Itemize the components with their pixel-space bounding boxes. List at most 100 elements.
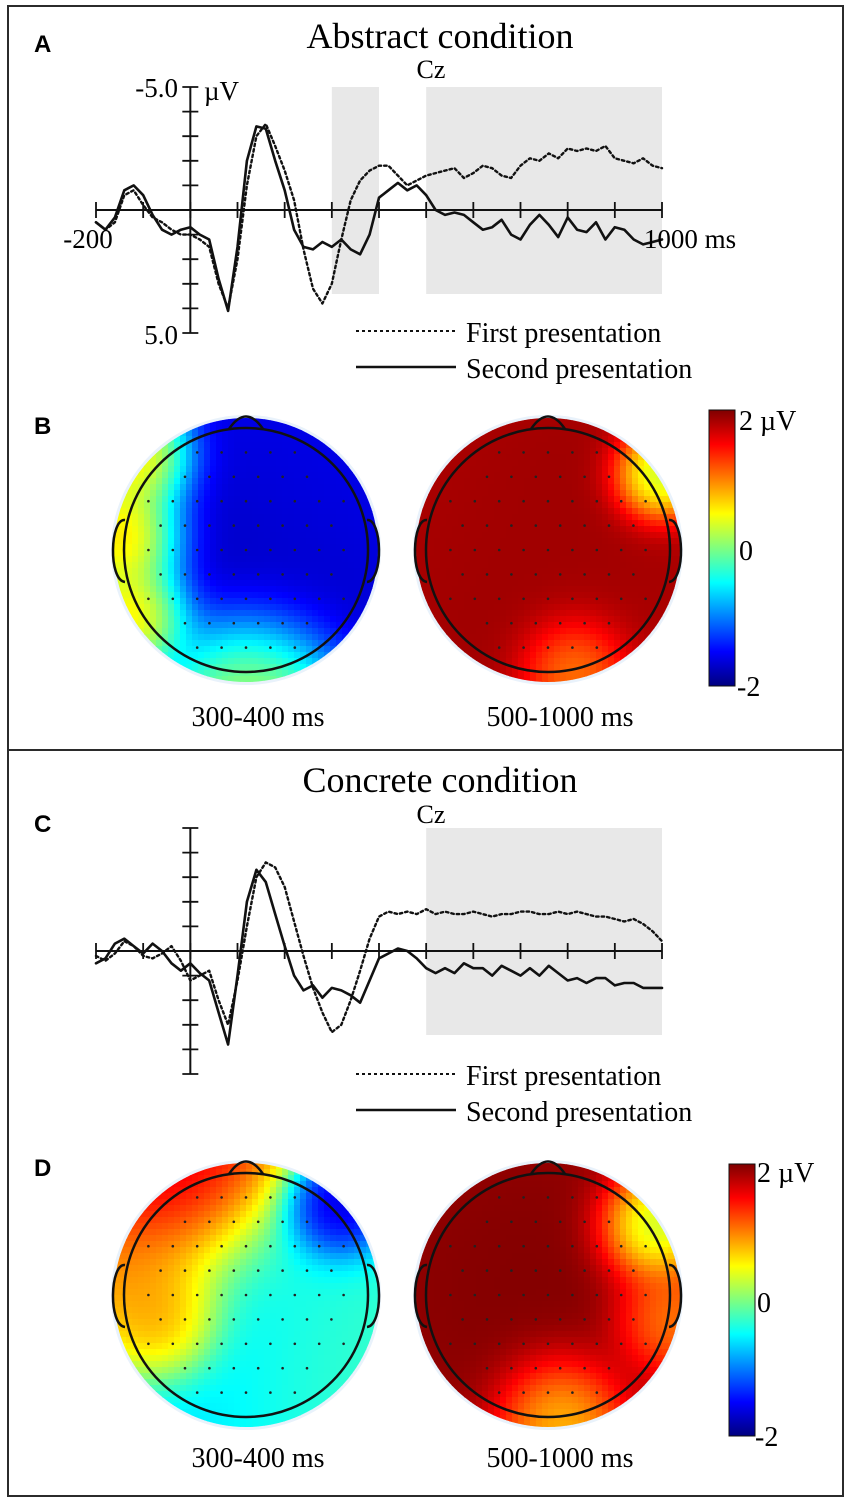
- topo-cell: [210, 1235, 217, 1242]
- topo-cell: [348, 1265, 355, 1272]
- topo-cell: [324, 622, 331, 629]
- topo-cell: [518, 556, 525, 563]
- topo-cell: [632, 592, 639, 599]
- topo-cell: [518, 436, 525, 443]
- topo-cell: [192, 1343, 199, 1350]
- topo-cell: [578, 640, 585, 647]
- topo-cell: [500, 448, 507, 455]
- topo-cell: [300, 1253, 307, 1260]
- topo-cell: [470, 472, 477, 479]
- topo-cell: [360, 502, 367, 509]
- topo-cell: [294, 508, 301, 515]
- topo-cell: [138, 1271, 145, 1278]
- topo-cell: [132, 556, 139, 563]
- topo-cell: [312, 484, 319, 491]
- electrode-dot: [183, 524, 187, 527]
- topo-cell: [294, 1283, 301, 1290]
- topo-cell: [216, 550, 223, 557]
- topo-cell: [240, 1259, 247, 1266]
- topo-cell: [656, 568, 663, 575]
- topo-cell: [240, 1181, 247, 1188]
- topo-cell: [132, 1253, 139, 1260]
- topo-cell: [240, 1253, 247, 1260]
- topo-cell: [348, 562, 355, 569]
- topo-cell: [180, 466, 187, 473]
- topo-cell: [494, 544, 501, 551]
- topo-cell: [360, 568, 367, 575]
- topo-cell: [240, 514, 247, 521]
- topo-cell: [264, 1259, 271, 1266]
- topo-cell: [294, 448, 301, 455]
- topo-cell: [542, 592, 549, 599]
- topo-cell: [216, 1241, 223, 1248]
- topo-cell: [372, 1289, 378, 1296]
- topo-cell: [132, 478, 139, 485]
- topo-cell: [458, 454, 465, 461]
- topo-cell: [596, 610, 603, 617]
- topo-cell: [306, 610, 313, 617]
- topo-cell: [216, 1313, 223, 1320]
- topo-cell: [620, 484, 627, 491]
- topo-cell: [324, 1217, 331, 1224]
- topo-cell: [150, 568, 157, 575]
- topo-cell: [488, 580, 495, 587]
- topo-cell: [120, 1259, 127, 1266]
- topo-cell: [156, 520, 163, 527]
- topo-cell: [324, 514, 331, 521]
- topo-cell: [530, 526, 537, 533]
- topo-cell: [530, 442, 537, 449]
- topo-cell: [656, 538, 663, 545]
- topo-cell: [590, 514, 597, 521]
- topo-cell: [246, 1193, 253, 1200]
- topo-cell: [620, 466, 627, 473]
- topo-cell: [590, 454, 597, 461]
- topo-cell: [264, 562, 271, 569]
- topo-cell: [288, 514, 295, 521]
- topo-cell: [584, 424, 591, 431]
- topo-cell: [234, 478, 241, 485]
- topo-cell: [294, 574, 301, 581]
- topo-cell: [264, 1163, 271, 1170]
- topo-cell: [270, 550, 277, 557]
- topo-cell: [464, 646, 471, 653]
- topo-cell: [162, 646, 169, 653]
- topo-cell: [330, 1199, 337, 1206]
- topo-cell: [156, 1355, 163, 1362]
- topo-cell: [608, 604, 615, 611]
- topo-cell: [150, 550, 157, 557]
- electrode-dot: [485, 475, 489, 479]
- topo-cell: [596, 460, 603, 467]
- topo-cell: [566, 628, 573, 635]
- topo-cell: [168, 610, 175, 617]
- topo-cell: [294, 604, 301, 611]
- topo-cell: [560, 460, 567, 467]
- topo-cell: [222, 1205, 229, 1212]
- topo-cell: [306, 634, 313, 641]
- topo-cell: [288, 1223, 295, 1230]
- topo-cell: [578, 448, 585, 455]
- topo-cell: [228, 1199, 235, 1206]
- topo-cell: [192, 1277, 199, 1284]
- topo-cell: [482, 550, 489, 557]
- topo-cell: [246, 508, 253, 515]
- topo-cell: [246, 1331, 253, 1338]
- topo-cell: [270, 676, 277, 682]
- topo-cell: [288, 1199, 295, 1206]
- topo-cell: [336, 1241, 343, 1248]
- topo-cell: [422, 562, 429, 569]
- topo-cell: [650, 478, 657, 485]
- topo-cell: [590, 448, 597, 455]
- topo-cell: [192, 580, 199, 587]
- topo-cell: [324, 1349, 331, 1356]
- topo-cell: [494, 562, 501, 569]
- topo-cell: [180, 1343, 187, 1350]
- topo-cell: [222, 628, 229, 635]
- topo-cell: [512, 502, 519, 509]
- topo-cell: [228, 1217, 235, 1224]
- topo-cell: [590, 502, 597, 509]
- topo-cell: [342, 496, 349, 503]
- topo-cell: [186, 586, 193, 593]
- topo-cell: [288, 1229, 295, 1236]
- topo-cell: [198, 1289, 205, 1296]
- topo-cell: [626, 604, 633, 611]
